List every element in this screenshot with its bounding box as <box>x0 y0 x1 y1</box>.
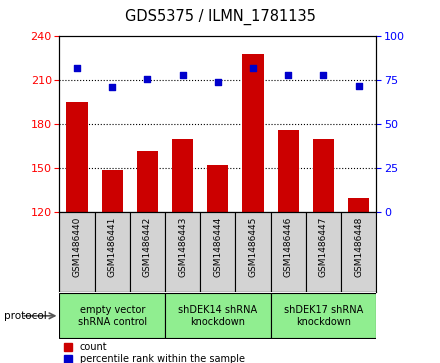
Text: GSM1486446: GSM1486446 <box>284 216 293 277</box>
Point <box>144 76 151 81</box>
Text: GSM1486441: GSM1486441 <box>108 216 117 277</box>
Text: GSM1486440: GSM1486440 <box>73 216 81 277</box>
Point <box>249 65 257 71</box>
Point <box>109 85 116 90</box>
Bar <box>242 54 264 212</box>
Bar <box>59 212 95 292</box>
Text: shDEK14 shRNA
knockdown: shDEK14 shRNA knockdown <box>178 305 257 327</box>
Text: GSM1486444: GSM1486444 <box>213 216 222 277</box>
Point <box>320 72 327 78</box>
Bar <box>200 212 235 292</box>
Text: empty vector
shRNA control: empty vector shRNA control <box>77 305 147 327</box>
Bar <box>306 212 341 292</box>
Text: GDS5375 / ILMN_1781135: GDS5375 / ILMN_1781135 <box>125 9 315 25</box>
Legend: count, percentile rank within the sample: count, percentile rank within the sample <box>64 342 245 363</box>
Bar <box>130 212 165 292</box>
Bar <box>59 293 165 338</box>
Bar <box>348 198 369 212</box>
Point <box>73 65 81 71</box>
Text: shDEK17 shRNA
knockdown: shDEK17 shRNA knockdown <box>284 305 363 327</box>
Bar <box>165 293 271 338</box>
Point <box>179 72 186 78</box>
Bar <box>95 212 130 292</box>
Point <box>355 83 362 89</box>
Text: GSM1486443: GSM1486443 <box>178 216 187 277</box>
Bar <box>137 151 158 212</box>
Bar <box>341 212 376 292</box>
Text: protocol: protocol <box>4 311 47 321</box>
Bar <box>313 139 334 212</box>
Bar <box>66 102 88 212</box>
Text: GSM1486442: GSM1486442 <box>143 216 152 277</box>
Text: GSM1486448: GSM1486448 <box>354 216 363 277</box>
Bar <box>165 212 200 292</box>
Bar <box>235 212 271 292</box>
Bar <box>271 212 306 292</box>
Bar <box>102 170 123 212</box>
Bar <box>278 130 299 212</box>
Point <box>285 72 292 78</box>
Text: GSM1486445: GSM1486445 <box>249 216 257 277</box>
Bar <box>271 293 376 338</box>
Bar <box>172 139 193 212</box>
Bar <box>207 166 228 212</box>
Point <box>214 79 221 85</box>
Text: GSM1486447: GSM1486447 <box>319 216 328 277</box>
